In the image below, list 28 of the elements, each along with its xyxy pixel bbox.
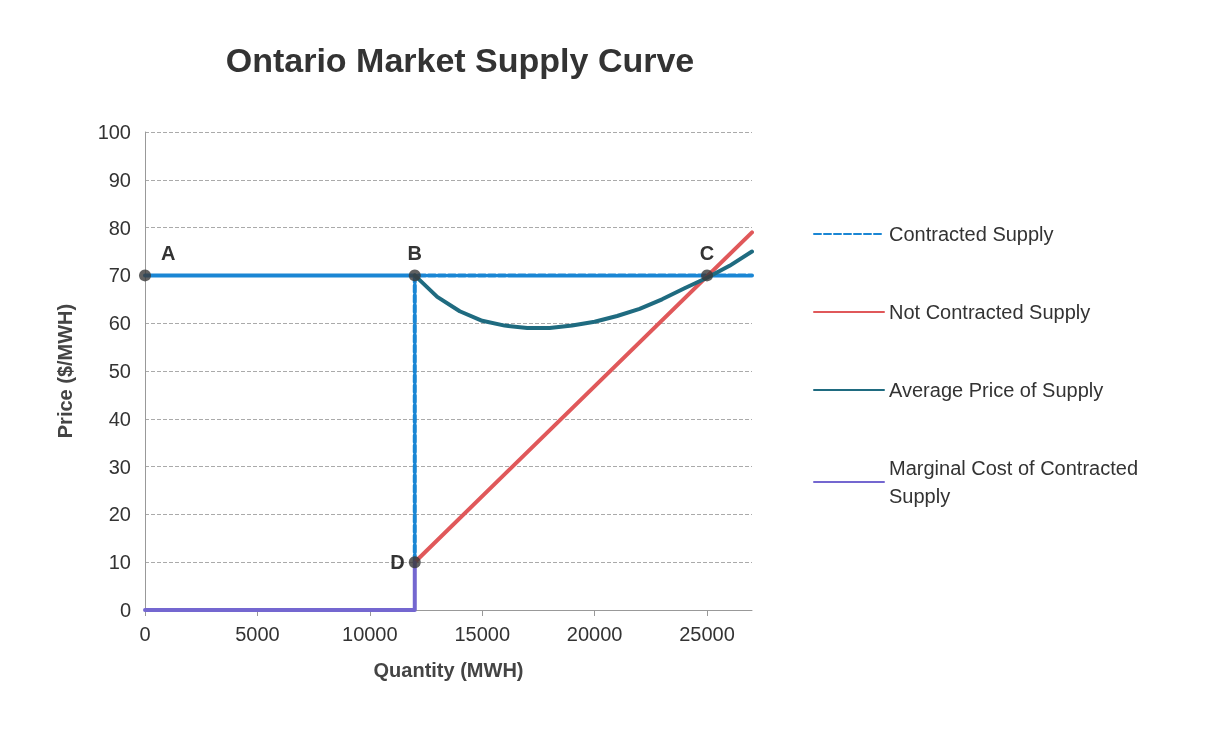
y-tick-label: 10: [108, 551, 131, 574]
y-tick-label: 50: [108, 360, 131, 382]
annotation: B: [407, 242, 422, 265]
y-tick-label: 40: [108, 407, 131, 430]
y-tick-label: 60: [108, 312, 131, 335]
y-axis-title: Price ($/MWH): [54, 303, 76, 439]
x-tick-label: 25000: [679, 623, 735, 645]
y-tick-label: 30: [108, 455, 131, 478]
x-tick-label: 10000: [342, 623, 398, 645]
x-tick-label: 0: [139, 623, 151, 645]
legend-label: Marginal Cost of Contracted Supply: [889, 457, 1144, 507]
annotation: D: [390, 551, 405, 574]
x-tick-label: 15000: [454, 623, 511, 645]
legend-label: Not Contracted Supply: [889, 301, 1091, 323]
legend-label: Average Price of Supply: [889, 379, 1104, 401]
y-tick-label: 80: [108, 216, 131, 239]
y-tick-label: 100: [97, 121, 131, 143]
y-tick-label: 90: [108, 168, 131, 191]
y-tick-label: 70: [108, 264, 131, 287]
y-tick-label: 0: [119, 599, 131, 621]
y-tick-label: 20: [108, 503, 131, 526]
x-tick-label: 5000: [235, 623, 280, 645]
x-tick-label: 20000: [566, 623, 623, 645]
x-axis-title: Quantity (MWH): [373, 659, 524, 681]
legend-label: Contracted Supply: [889, 223, 1054, 245]
chart-title: Ontario Market Supply Curve: [225, 41, 695, 79]
annotation: A: [161, 242, 176, 265]
annotation: C: [699, 242, 715, 265]
